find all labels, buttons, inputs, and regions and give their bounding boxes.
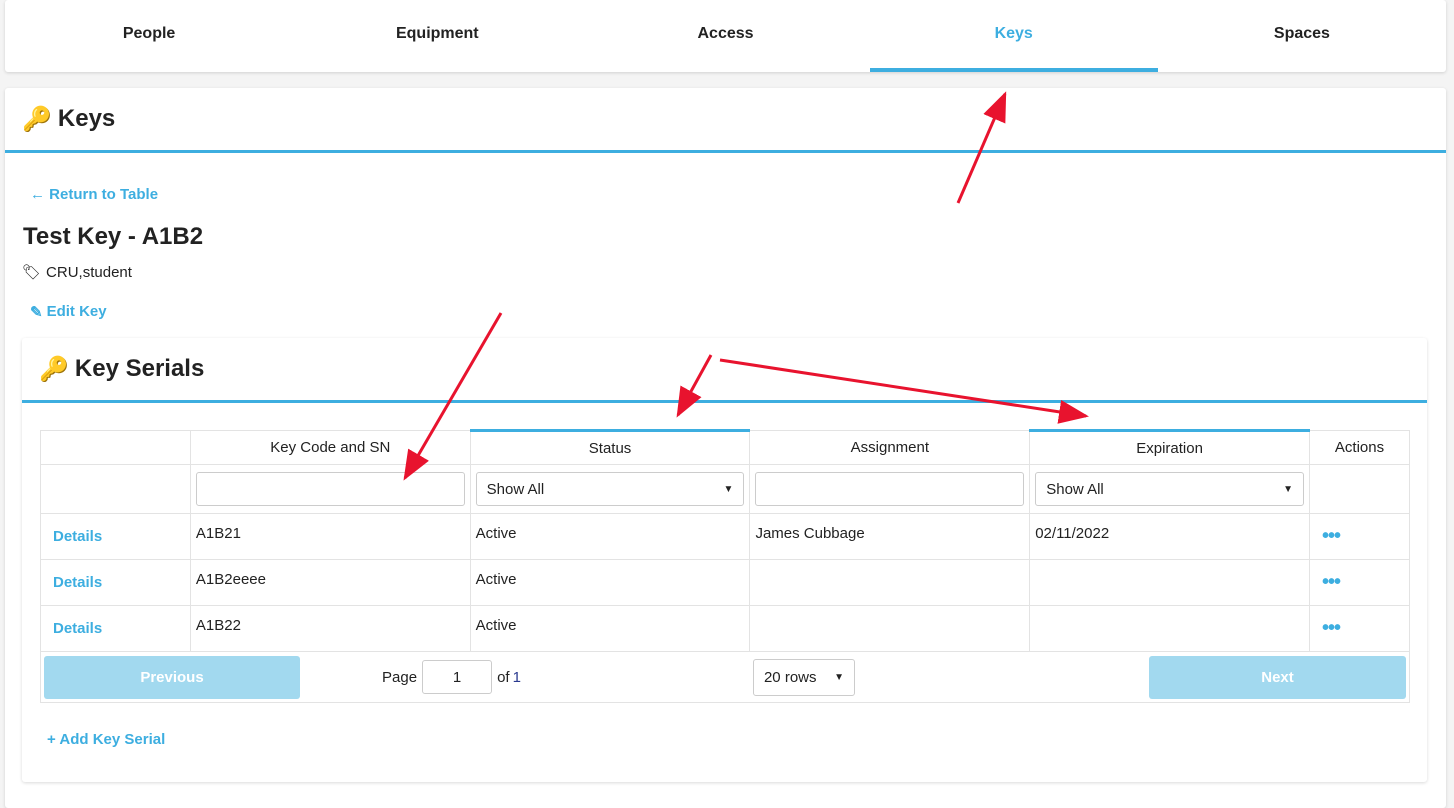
assignment xyxy=(749,605,1031,652)
key-icon: 🔑 xyxy=(22,105,52,133)
key-serials-panel: 🔑 Key Serials Key Code and SN Status Assi… xyxy=(22,338,1427,782)
key-icon: 🔑 xyxy=(39,355,69,383)
status: Active xyxy=(469,513,751,560)
details-link[interactable]: Details xyxy=(40,559,191,606)
key-title: Test Key - A1B2 xyxy=(23,223,204,250)
dropdown-icon: ▼ xyxy=(834,671,844,683)
add-key-serial-link[interactable]: + Add Key Serial xyxy=(47,731,166,748)
serials-header: 🔑 Key Serials xyxy=(22,338,1427,403)
col-expiration[interactable]: Expiration xyxy=(1029,429,1310,465)
rows-value: 20 rows xyxy=(763,668,817,686)
serials-table: Key Code and SN Status Assignment Expira… xyxy=(40,429,1410,703)
table-row: Details A1B22 Active ••• xyxy=(40,605,1410,652)
page-info: Page 1 of 1 xyxy=(382,660,521,694)
more-actions-icon[interactable]: ••• xyxy=(1322,617,1341,639)
details-link[interactable]: Details xyxy=(40,605,191,652)
tab-access[interactable]: Access xyxy=(697,25,754,42)
col-status[interactable]: Status xyxy=(469,429,751,465)
top-nav: People Equipment Access Keys Spaces xyxy=(5,0,1446,72)
key-code: A1B22 xyxy=(189,605,471,652)
tab-keys[interactable]: Keys xyxy=(869,0,1159,72)
status: Active xyxy=(469,559,751,606)
dropdown-icon: ▼ xyxy=(1283,483,1293,495)
tab-people[interactable]: People xyxy=(122,25,176,42)
table-row: Details A1B21 Active James Cubbage 02/11… xyxy=(40,513,1410,560)
expiration xyxy=(1029,605,1310,652)
keys-panel: 🔑 Keys ← Return to Table Test Key - A1B2 … xyxy=(5,88,1446,808)
assignment-filter[interactable] xyxy=(755,472,1025,506)
tab-spaces[interactable]: Spaces xyxy=(1273,25,1330,42)
col-blank xyxy=(40,430,191,465)
rows-per-page-select[interactable]: 20 rows ▼ xyxy=(752,658,855,696)
tags-text: CRU,student xyxy=(46,263,132,281)
expiration: 02/11/2022 xyxy=(1029,513,1310,560)
serials-heading: Key Serials xyxy=(74,355,205,382)
status-filter[interactable]: Show All ▼ xyxy=(475,472,745,506)
next-button[interactable]: Next xyxy=(1149,655,1406,699)
more-actions-icon[interactable]: ••• xyxy=(1322,571,1341,593)
assignment: James Cubbage xyxy=(749,513,1031,560)
col-actions: Actions xyxy=(1309,430,1410,465)
expiration xyxy=(1029,559,1310,606)
tags-icon: 🏷 xyxy=(22,264,42,281)
table-row: Details A1B2eeee Active ••• xyxy=(40,559,1410,606)
col-key-code[interactable]: Key Code and SN xyxy=(189,430,471,465)
tags: 🏷 CRU,student xyxy=(22,263,132,282)
details-link[interactable]: Details xyxy=(40,513,191,560)
of-label: of xyxy=(497,668,510,686)
edit-key-link[interactable]: ✎ Edit Key xyxy=(30,303,107,321)
key-code: A1B2eeee xyxy=(189,559,471,606)
expiration-filter-value: Show All xyxy=(1046,480,1104,498)
page-label: Page xyxy=(382,668,418,686)
col-assignment[interactable]: Assignment xyxy=(749,430,1031,465)
key-code-filter[interactable] xyxy=(195,472,465,506)
more-actions-icon[interactable]: ••• xyxy=(1322,525,1341,547)
dropdown-icon: ▼ xyxy=(723,483,734,495)
return-to-table-link[interactable]: ← Return to Table xyxy=(30,186,159,203)
expiration-filter[interactable]: Show All ▼ xyxy=(1035,472,1304,506)
assignment xyxy=(749,559,1031,606)
edit-key-label: Edit Key xyxy=(46,303,107,320)
status: Active xyxy=(469,605,751,652)
edit-icon: ✎ xyxy=(30,304,43,321)
panel-header: 🔑 Keys xyxy=(5,88,1446,153)
page-heading: Keys xyxy=(57,105,116,132)
total-pages: 1 xyxy=(512,668,521,686)
previous-button[interactable]: Previous xyxy=(44,655,300,699)
page-input[interactable]: 1 xyxy=(422,660,493,694)
key-code: A1B21 xyxy=(189,513,471,560)
status-filter-value: Show All xyxy=(486,480,545,498)
tab-equipment[interactable]: Equipment xyxy=(395,25,479,42)
